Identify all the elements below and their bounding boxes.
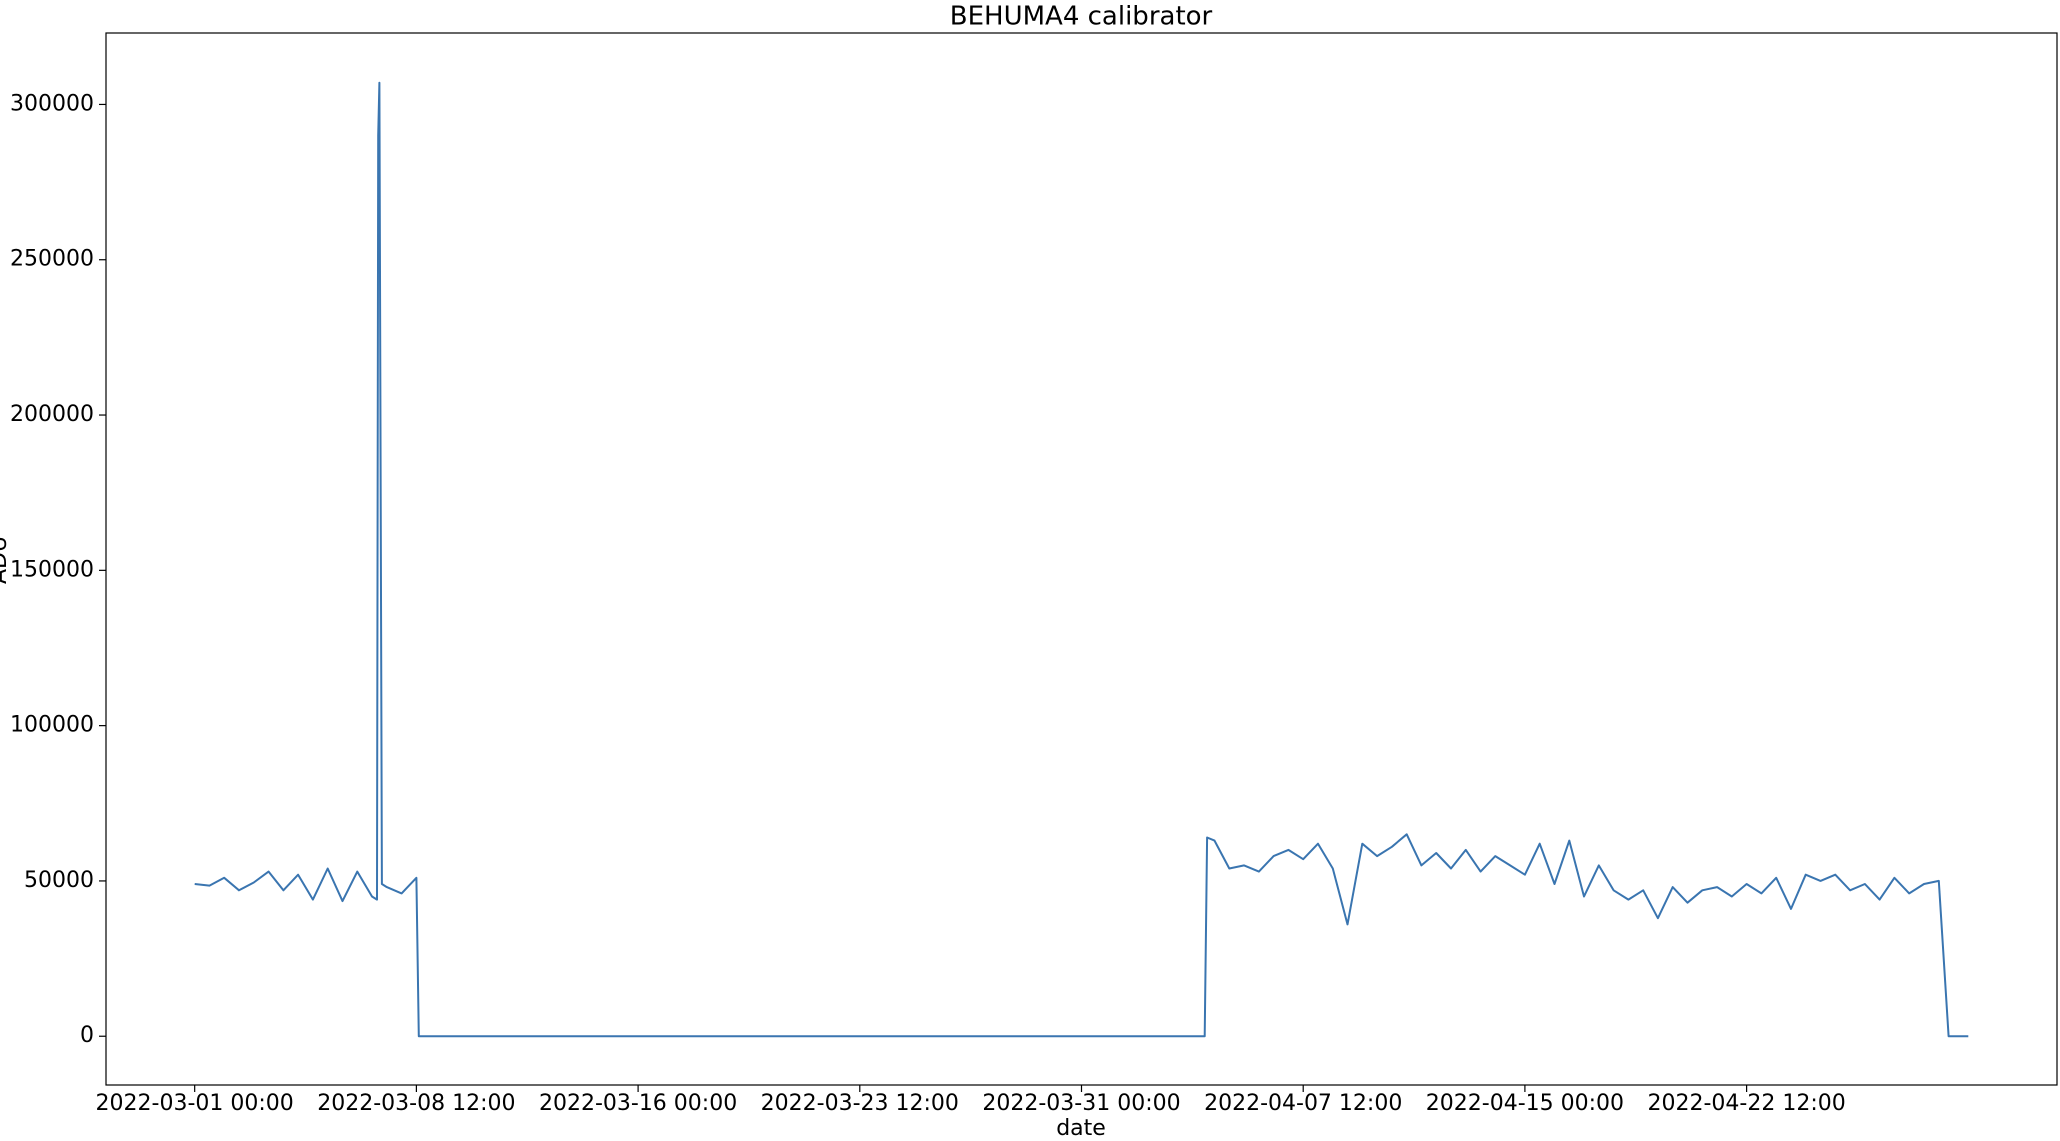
plot-frame (105, 32, 2058, 1086)
chart-title: BEHUMA4 calibrator (950, 2, 1213, 32)
y-tick-label: 200000 (10, 402, 94, 427)
x-tick-label: 2022-04-15 00:00 (1426, 1091, 1624, 1116)
x-tick-label: 2022-04-07 12:00 (1204, 1091, 1402, 1116)
x-axis-label: date (1056, 1116, 1106, 1141)
x-tick-label: 2022-03-31 00:00 (982, 1091, 1180, 1116)
y-tick-label: 50000 (24, 868, 94, 893)
x-tick-label: 2022-03-16 00:00 (539, 1091, 737, 1116)
data-line (194, 81, 1969, 1038)
x-tick-label: 2022-03-08 12:00 (317, 1091, 515, 1116)
y-tick-label: 250000 (10, 247, 94, 272)
y-tick-label: 0 (80, 1023, 94, 1048)
y-tick-label: 150000 (10, 557, 94, 582)
y-tick-label: 300000 (10, 91, 94, 116)
x-tick-label: 2022-04-22 12:00 (1647, 1091, 1845, 1116)
y-axis-label: ADU (0, 536, 12, 584)
y-tick-label: 100000 (10, 713, 94, 738)
x-tick-label: 2022-03-23 12:00 (761, 1091, 959, 1116)
x-tick-label: 2022-03-01 00:00 (96, 1091, 294, 1116)
